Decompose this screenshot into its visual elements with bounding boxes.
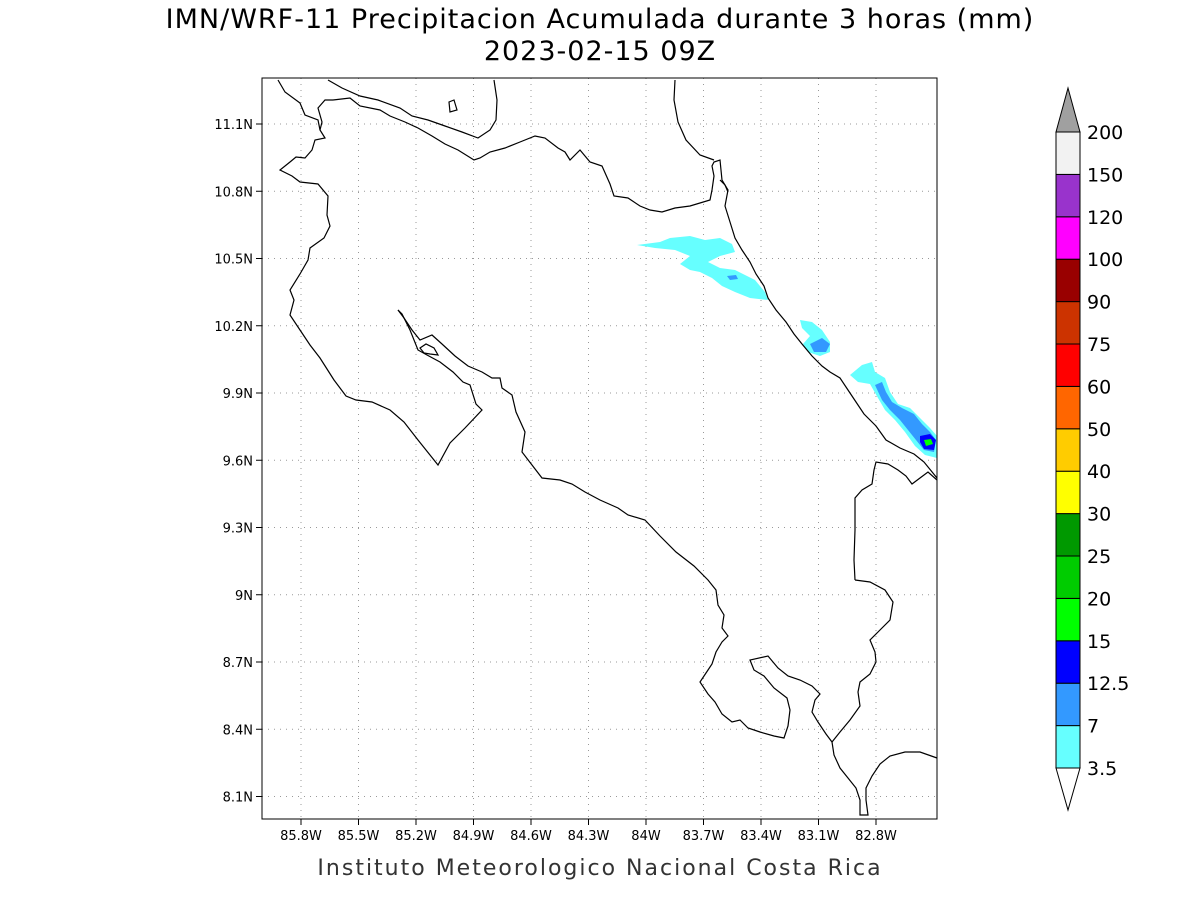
precip-band-green — [924, 439, 933, 446]
coastline-path — [327, 79, 498, 139]
lon-tick-label: 85.5W — [338, 829, 380, 844]
precip-band-blue-light — [810, 338, 830, 352]
lat-tick-label: 9.6N — [223, 454, 253, 469]
colorbar-swatch — [1055, 597, 1081, 642]
lon-tick-label: 82.8W — [855, 829, 897, 844]
lon-tick-label: 83.4W — [740, 829, 782, 844]
lat-tick-label: 9.3N — [223, 522, 253, 537]
colorbar-swatch — [1055, 470, 1081, 515]
colorbar-swatch — [1055, 682, 1081, 727]
precip-band-blue-light — [875, 382, 936, 452]
colorbar-label: 40 — [1087, 461, 1111, 483]
lon-tick-label: 83.1W — [798, 829, 840, 844]
lon-tick-label: 85.2W — [395, 829, 437, 844]
lat-tick-label: 9N — [235, 589, 253, 604]
map-frame — [261, 77, 938, 820]
precip-band-blue-light — [727, 275, 738, 280]
lat-tick-label: 8.1N — [223, 791, 253, 806]
lake — [419, 343, 440, 356]
colorbar-label: 7 — [1087, 716, 1099, 738]
map-footer: Instituto Meteorologico Nacional Costa R… — [317, 856, 883, 881]
precip-band-cyan — [637, 236, 768, 300]
precipitation-shading — [637, 236, 937, 458]
colorbar-swatch — [1055, 301, 1081, 345]
colorbar-swatch — [1055, 216, 1081, 260]
colorbar-label: 15 — [1087, 631, 1111, 653]
colorbar-swatch — [1055, 131, 1081, 175]
colorbar-label: 50 — [1087, 419, 1111, 441]
colorbar-label: 30 — [1087, 504, 1111, 526]
colorbar-label: 60 — [1087, 376, 1111, 398]
colorbar-label: 100 — [1087, 249, 1123, 271]
colorbar-label: 200 — [1087, 122, 1123, 144]
lat-tick-label: 10.5N — [214, 253, 253, 268]
lon-tick-label: 85.8W — [280, 829, 322, 844]
lat-tick-label: 9.9N — [223, 387, 253, 402]
lon-tick-label: 84.9W — [453, 829, 495, 844]
coastline-path — [719, 179, 729, 193]
colorbar-label: 3.5 — [1087, 758, 1117, 780]
border-path — [831, 741, 938, 816]
colorbar-swatch — [1055, 555, 1081, 599]
coastline-path — [317, 99, 333, 131]
colorbar-over-arrow — [1055, 86, 1081, 133]
coastline-path — [673, 79, 715, 161]
latitude-axis: 11.1N 10.8N 10.5N 10.2N 9.9N 9.6N 9.3N 9N 8.7N 8.… — [214, 118, 262, 806]
map-grid — [262, 78, 937, 819]
longitude-axis: 85.8W 85.5W 85.2W 84.9W 84.6W 84.3W 84W 83.7W 83… — [280, 819, 897, 844]
lat-tick-label: 8.7N — [223, 656, 253, 671]
map-subtitle: 2023-02-15 09Z — [483, 36, 717, 67]
coastline-path — [277, 79, 483, 467]
colorbar-swatch — [1055, 385, 1081, 430]
colorbar-label: 150 — [1087, 164, 1123, 186]
colorbar-swatch — [1055, 640, 1081, 684]
colorbar-swatch — [1055, 725, 1081, 769]
colorbar-label: 75 — [1087, 334, 1111, 356]
lat-tick-label: 11.1N — [214, 118, 253, 133]
colorbar-label: 20 — [1087, 588, 1111, 610]
lon-tick-label: 84W — [631, 829, 661, 844]
lon-tick-label: 83.7W — [683, 829, 725, 844]
coastline-path — [332, 97, 938, 479]
colorbar-swatch — [1055, 513, 1081, 557]
colorbar-swatch — [1055, 258, 1081, 303]
colorbar-under-arrow — [1055, 767, 1081, 812]
colorbar: 3.5 7 12.5 15 20 25 30 40 50 60 75 90 100 120 150 200 — [1055, 86, 1129, 812]
island — [448, 99, 458, 113]
coastline-path — [397, 309, 894, 743]
colorbar-label: 12.5 — [1087, 673, 1129, 695]
border-path — [853, 461, 938, 581]
colorbar-swatch — [1055, 428, 1081, 472]
lat-tick-label: 10.8N — [214, 185, 253, 200]
map-title: IMN/WRF-11 Precipitacion Acumulada duran… — [165, 4, 1035, 35]
colorbar-label: 25 — [1087, 546, 1111, 568]
colorbar-swatch — [1055, 343, 1081, 387]
lat-tick-label: 10.2N — [214, 320, 253, 335]
colorbar-label: 120 — [1087, 207, 1123, 229]
lon-tick-label: 84.3W — [568, 829, 610, 844]
colorbar-swatch — [1055, 173, 1081, 218]
lat-tick-label: 8.4N — [223, 723, 253, 738]
lon-tick-label: 84.6W — [510, 829, 552, 844]
coastline — [277, 79, 938, 816]
colorbar-label: 90 — [1087, 292, 1111, 314]
